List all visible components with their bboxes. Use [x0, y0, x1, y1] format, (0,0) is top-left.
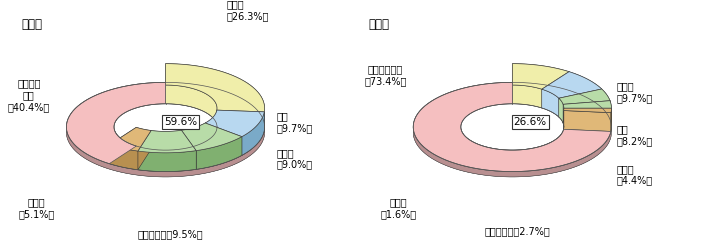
Polygon shape	[138, 131, 151, 170]
Text: 食料品
（26.3%）: 食料品 （26.3%）	[227, 0, 270, 21]
Polygon shape	[205, 110, 264, 137]
Polygon shape	[542, 90, 602, 117]
Polygon shape	[563, 101, 610, 123]
Polygon shape	[563, 119, 611, 127]
Polygon shape	[559, 98, 563, 123]
Polygon shape	[166, 64, 265, 112]
Text: 日用品
（4.4%）: 日用品 （4.4%）	[616, 164, 652, 185]
Polygon shape	[564, 108, 611, 113]
Polygon shape	[114, 129, 217, 155]
Polygon shape	[181, 130, 196, 169]
Polygon shape	[205, 110, 217, 142]
Polygon shape	[563, 104, 564, 127]
Polygon shape	[542, 89, 559, 117]
Polygon shape	[542, 72, 569, 108]
Polygon shape	[166, 82, 265, 131]
Polygon shape	[181, 123, 242, 151]
Polygon shape	[559, 89, 610, 104]
Polygon shape	[196, 137, 242, 169]
Polygon shape	[542, 72, 602, 98]
Polygon shape	[512, 64, 569, 90]
Text: 59.6%: 59.6%	[164, 117, 197, 127]
Polygon shape	[67, 82, 166, 164]
Polygon shape	[205, 123, 242, 155]
Polygon shape	[205, 129, 264, 155]
Polygon shape	[569, 72, 602, 108]
Polygon shape	[110, 145, 138, 170]
Polygon shape	[138, 151, 196, 172]
Polygon shape	[67, 131, 264, 177]
Polygon shape	[205, 123, 242, 155]
Polygon shape	[242, 112, 264, 155]
Text: 容器包装
以外
（40.4%）: 容器包装 以外 （40.4%）	[8, 78, 50, 113]
Polygon shape	[563, 101, 611, 108]
Text: 飲料
（8.2%）: 飲料 （8.2%）	[616, 124, 653, 146]
Polygon shape	[166, 85, 217, 129]
Polygon shape	[559, 89, 602, 117]
Polygon shape	[67, 82, 166, 164]
Polygon shape	[138, 131, 151, 170]
Text: 包装紙・袋（9.5%）: 包装紙・袋（9.5%）	[138, 229, 204, 239]
Polygon shape	[413, 82, 611, 172]
Polygon shape	[512, 82, 569, 108]
Polygon shape	[559, 89, 602, 117]
Polygon shape	[67, 132, 265, 177]
Text: 日用品
（9.0%）: 日用品 （9.0%）	[277, 148, 312, 170]
Polygon shape	[110, 127, 151, 151]
Polygon shape	[602, 89, 610, 119]
Text: 26.6%: 26.6%	[514, 117, 547, 127]
Polygon shape	[563, 101, 610, 123]
Polygon shape	[564, 111, 611, 132]
Text: 容器包装以外
（73.4%）: 容器包装以外 （73.4%）	[364, 64, 406, 87]
Polygon shape	[564, 108, 611, 127]
Polygon shape	[217, 110, 264, 131]
Polygon shape	[181, 123, 205, 149]
Polygon shape	[512, 85, 542, 108]
Text: その他
（5.1%）: その他 （5.1%）	[18, 197, 55, 219]
Polygon shape	[564, 127, 611, 132]
Polygon shape	[413, 132, 611, 177]
Text: 重　量: 重 量	[369, 18, 390, 31]
Text: その他
（1.6%）: その他 （1.6%）	[380, 197, 416, 219]
Polygon shape	[564, 108, 611, 127]
Text: 包装紙・袋（2.7%）: 包装紙・袋（2.7%）	[484, 226, 550, 236]
Text: 食料品
（9.7%）: 食料品 （9.7%）	[616, 81, 653, 103]
Polygon shape	[610, 101, 611, 127]
Polygon shape	[138, 149, 196, 172]
Polygon shape	[166, 64, 265, 131]
Polygon shape	[181, 130, 196, 169]
Polygon shape	[110, 127, 136, 164]
Polygon shape	[413, 131, 611, 177]
Text: 飲料
（9.7%）: 飲料 （9.7%）	[277, 111, 313, 133]
Polygon shape	[181, 142, 242, 169]
Text: 容　積: 容 積	[22, 18, 43, 31]
Polygon shape	[413, 82, 611, 172]
Polygon shape	[217, 110, 264, 131]
Polygon shape	[138, 130, 196, 153]
Polygon shape	[461, 129, 564, 155]
Polygon shape	[136, 127, 151, 149]
Polygon shape	[151, 130, 181, 150]
Polygon shape	[110, 146, 151, 170]
Polygon shape	[542, 72, 569, 108]
Polygon shape	[559, 108, 610, 123]
Polygon shape	[512, 64, 569, 89]
